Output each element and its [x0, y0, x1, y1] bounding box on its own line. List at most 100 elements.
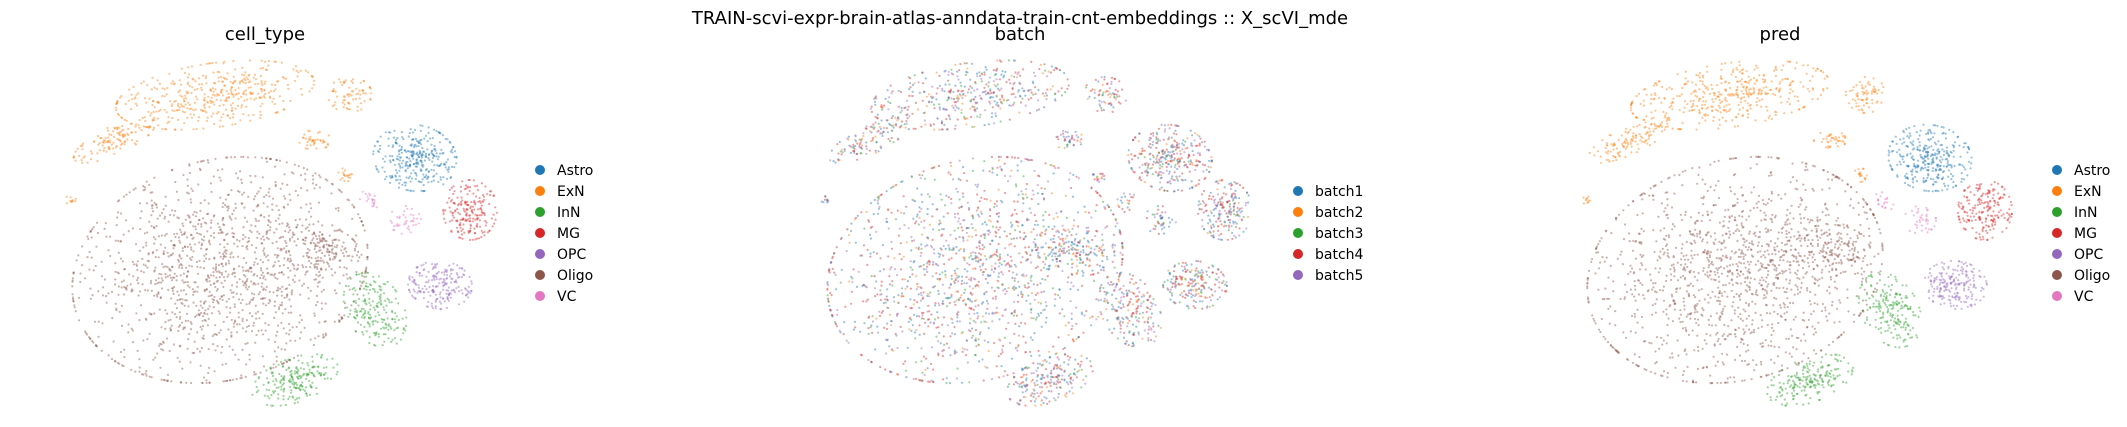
scatter-point [1121, 258, 1124, 261]
scatter-point [488, 202, 491, 206]
scatter-point [447, 286, 450, 289]
scatter-point [1090, 186, 1093, 189]
scatter-point [375, 206, 378, 209]
scatter-point [1003, 336, 1007, 339]
scatter-point [343, 169, 346, 172]
scatter-point [494, 218, 497, 221]
scatter-point [390, 221, 393, 224]
scatter-point [371, 300, 374, 303]
scatter-point [1009, 341, 1012, 345]
scatter-point [163, 217, 166, 220]
scatter-point [221, 295, 224, 298]
scatter-point [225, 90, 228, 93]
scatter-point [208, 276, 211, 279]
scatter-point [248, 312, 251, 315]
scatter-point [926, 265, 929, 268]
scatter-point [1037, 314, 1040, 317]
scatter-point [219, 231, 222, 234]
scatter-point [354, 299, 357, 302]
scatter-point [414, 128, 417, 132]
scatter-point [457, 202, 461, 206]
scatter-point [904, 287, 907, 290]
scatter-point [214, 157, 217, 160]
scatter-point [1001, 283, 1004, 286]
scatter-point [1081, 274, 1085, 277]
scatter-point [1040, 246, 1043, 249]
scatter-point [981, 302, 984, 305]
scatter-point [254, 380, 257, 383]
scatter-point [318, 321, 321, 324]
scatter-point [266, 224, 270, 227]
scatter-point [65, 202, 68, 205]
scatter-point [304, 178, 307, 181]
scatter-point [333, 229, 336, 232]
scatter-point [974, 285, 977, 288]
scatter-point [178, 255, 181, 258]
scatter-point [388, 154, 392, 158]
scatter-point [377, 335, 380, 338]
scatter-point [285, 342, 288, 345]
scatter-point [392, 159, 395, 162]
legend-label: Oligo [557, 268, 593, 284]
scatter-point [409, 213, 412, 216]
scatter-point [282, 395, 285, 398]
scatter-point [840, 268, 843, 271]
scatter-point [268, 91, 271, 94]
scatter-point [87, 336, 91, 339]
scatter-point [1036, 192, 1039, 195]
scatter-point [243, 99, 246, 102]
scatter-point [431, 137, 434, 140]
scatter-point [226, 114, 229, 117]
scatter-point [291, 289, 294, 292]
scatter-point [219, 179, 222, 182]
scatter-point [455, 156, 458, 159]
scatter-point [249, 266, 252, 269]
scatter-point [974, 353, 977, 357]
scatter-point [174, 180, 177, 184]
scatter-point [259, 110, 262, 113]
scatter-point [1051, 227, 1054, 231]
scatter-point [193, 340, 196, 343]
scatter-point [448, 188, 452, 191]
scatter-point [286, 294, 289, 297]
scatter-point [1020, 313, 1023, 316]
scatter-point [435, 152, 438, 155]
scatter-point [991, 320, 994, 323]
scatter-point [381, 344, 384, 347]
scatter-point [1039, 302, 1043, 305]
scatter-point [317, 275, 320, 278]
scatter-point [312, 231, 315, 234]
scatter-point [315, 183, 318, 186]
scatter-point [1044, 301, 1047, 304]
scatter-point [1060, 245, 1063, 248]
scatter-point [954, 272, 957, 275]
scatter-point [261, 297, 264, 300]
scatter-point [144, 372, 147, 375]
scatter-point [279, 247, 282, 250]
scatter-point [283, 77, 286, 80]
scatter-point [877, 207, 881, 210]
scatter-point [1007, 286, 1010, 290]
scatter-point [955, 245, 958, 249]
scatter-point [363, 100, 366, 103]
scatter-point [264, 329, 267, 332]
scatter-point [945, 377, 948, 380]
scatter-point [261, 235, 265, 238]
scatter-point [294, 189, 297, 193]
scatter-point [456, 264, 459, 267]
scatter-point [71, 285, 74, 288]
scatter-point [103, 146, 106, 150]
scatter-point [318, 231, 321, 234]
scatter-point [1061, 237, 1064, 240]
scatter-point [891, 185, 894, 189]
scatter-point [1063, 247, 1066, 250]
scatter-point [294, 65, 298, 68]
scatter-point [316, 300, 319, 303]
scatter-point [1062, 251, 1065, 255]
scatter-point [132, 85, 135, 88]
scatter-point [975, 345, 978, 348]
scatter-point [866, 248, 869, 251]
scatter-point [176, 118, 180, 121]
scatter-point [1079, 253, 1082, 257]
scatter-point [200, 108, 203, 111]
